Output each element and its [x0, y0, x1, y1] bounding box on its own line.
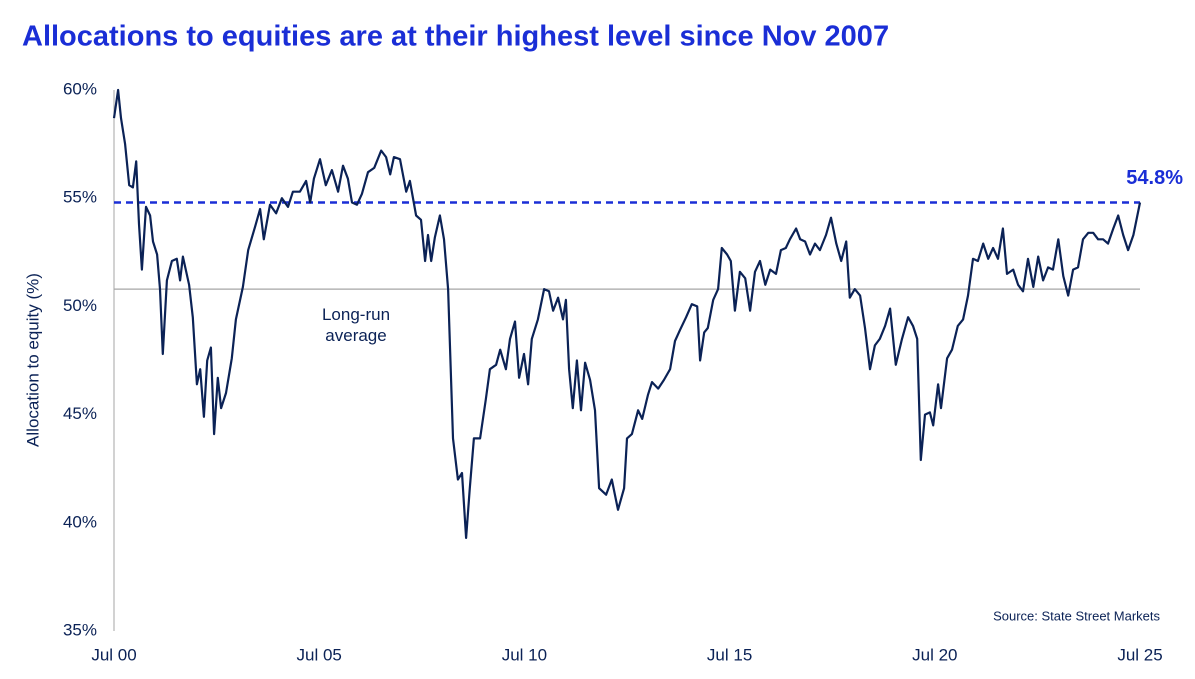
- source-note: Source: State Street Markets: [993, 608, 1160, 623]
- annotation: Long-run average: [321, 305, 391, 345]
- y-tick-label: 55%: [63, 188, 97, 207]
- x-tick-label: Jul 00: [91, 645, 136, 664]
- y-tick-label: 35%: [63, 620, 97, 639]
- y-tick-label: 40%: [63, 512, 97, 531]
- y-axis-label: Allocation to equity (%): [23, 273, 42, 447]
- x-tick-label: Jul 05: [297, 645, 342, 664]
- y-tick-label: 45%: [63, 404, 97, 423]
- y-tick-label: 50%: [63, 296, 97, 315]
- chart-title: Allocations to equities are at their hig…: [22, 21, 889, 53]
- reference-label: 54.8%: [1126, 167, 1183, 189]
- x-tick-label: Jul 20: [912, 645, 957, 664]
- data-line: [112, 88, 1142, 539]
- x-tick-label: Jul 15: [707, 645, 752, 664]
- x-tick-label: Jul 10: [502, 645, 547, 664]
- y-tick-label: 60%: [63, 79, 97, 98]
- x-tick-label: Jul 25: [1117, 645, 1162, 664]
